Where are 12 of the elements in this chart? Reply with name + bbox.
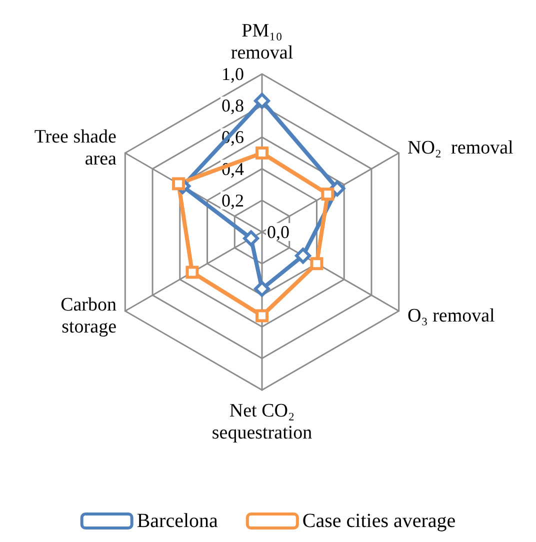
spoke-label: Carbon storage — [60, 294, 118, 338]
spoke-label: NO₂ removal — [407, 138, 514, 158]
legend-label: Case cities average — [302, 510, 456, 532]
spoke-label: O₃ removal — [407, 306, 495, 326]
y-tick-label: 0,2 — [222, 190, 244, 210]
y-tick-label: 1,0 — [222, 64, 244, 84]
spoke-label: Net CO₂ sequestration — [212, 400, 313, 444]
legend-label: Barcelona — [136, 510, 218, 532]
spoke-label: Tree shade area — [34, 126, 118, 170]
spoke-label: PM₁₀ removal — [230, 20, 294, 64]
y-tick-label: 0,8 — [222, 96, 244, 116]
y-tick-label: 0,0 — [267, 222, 290, 242]
